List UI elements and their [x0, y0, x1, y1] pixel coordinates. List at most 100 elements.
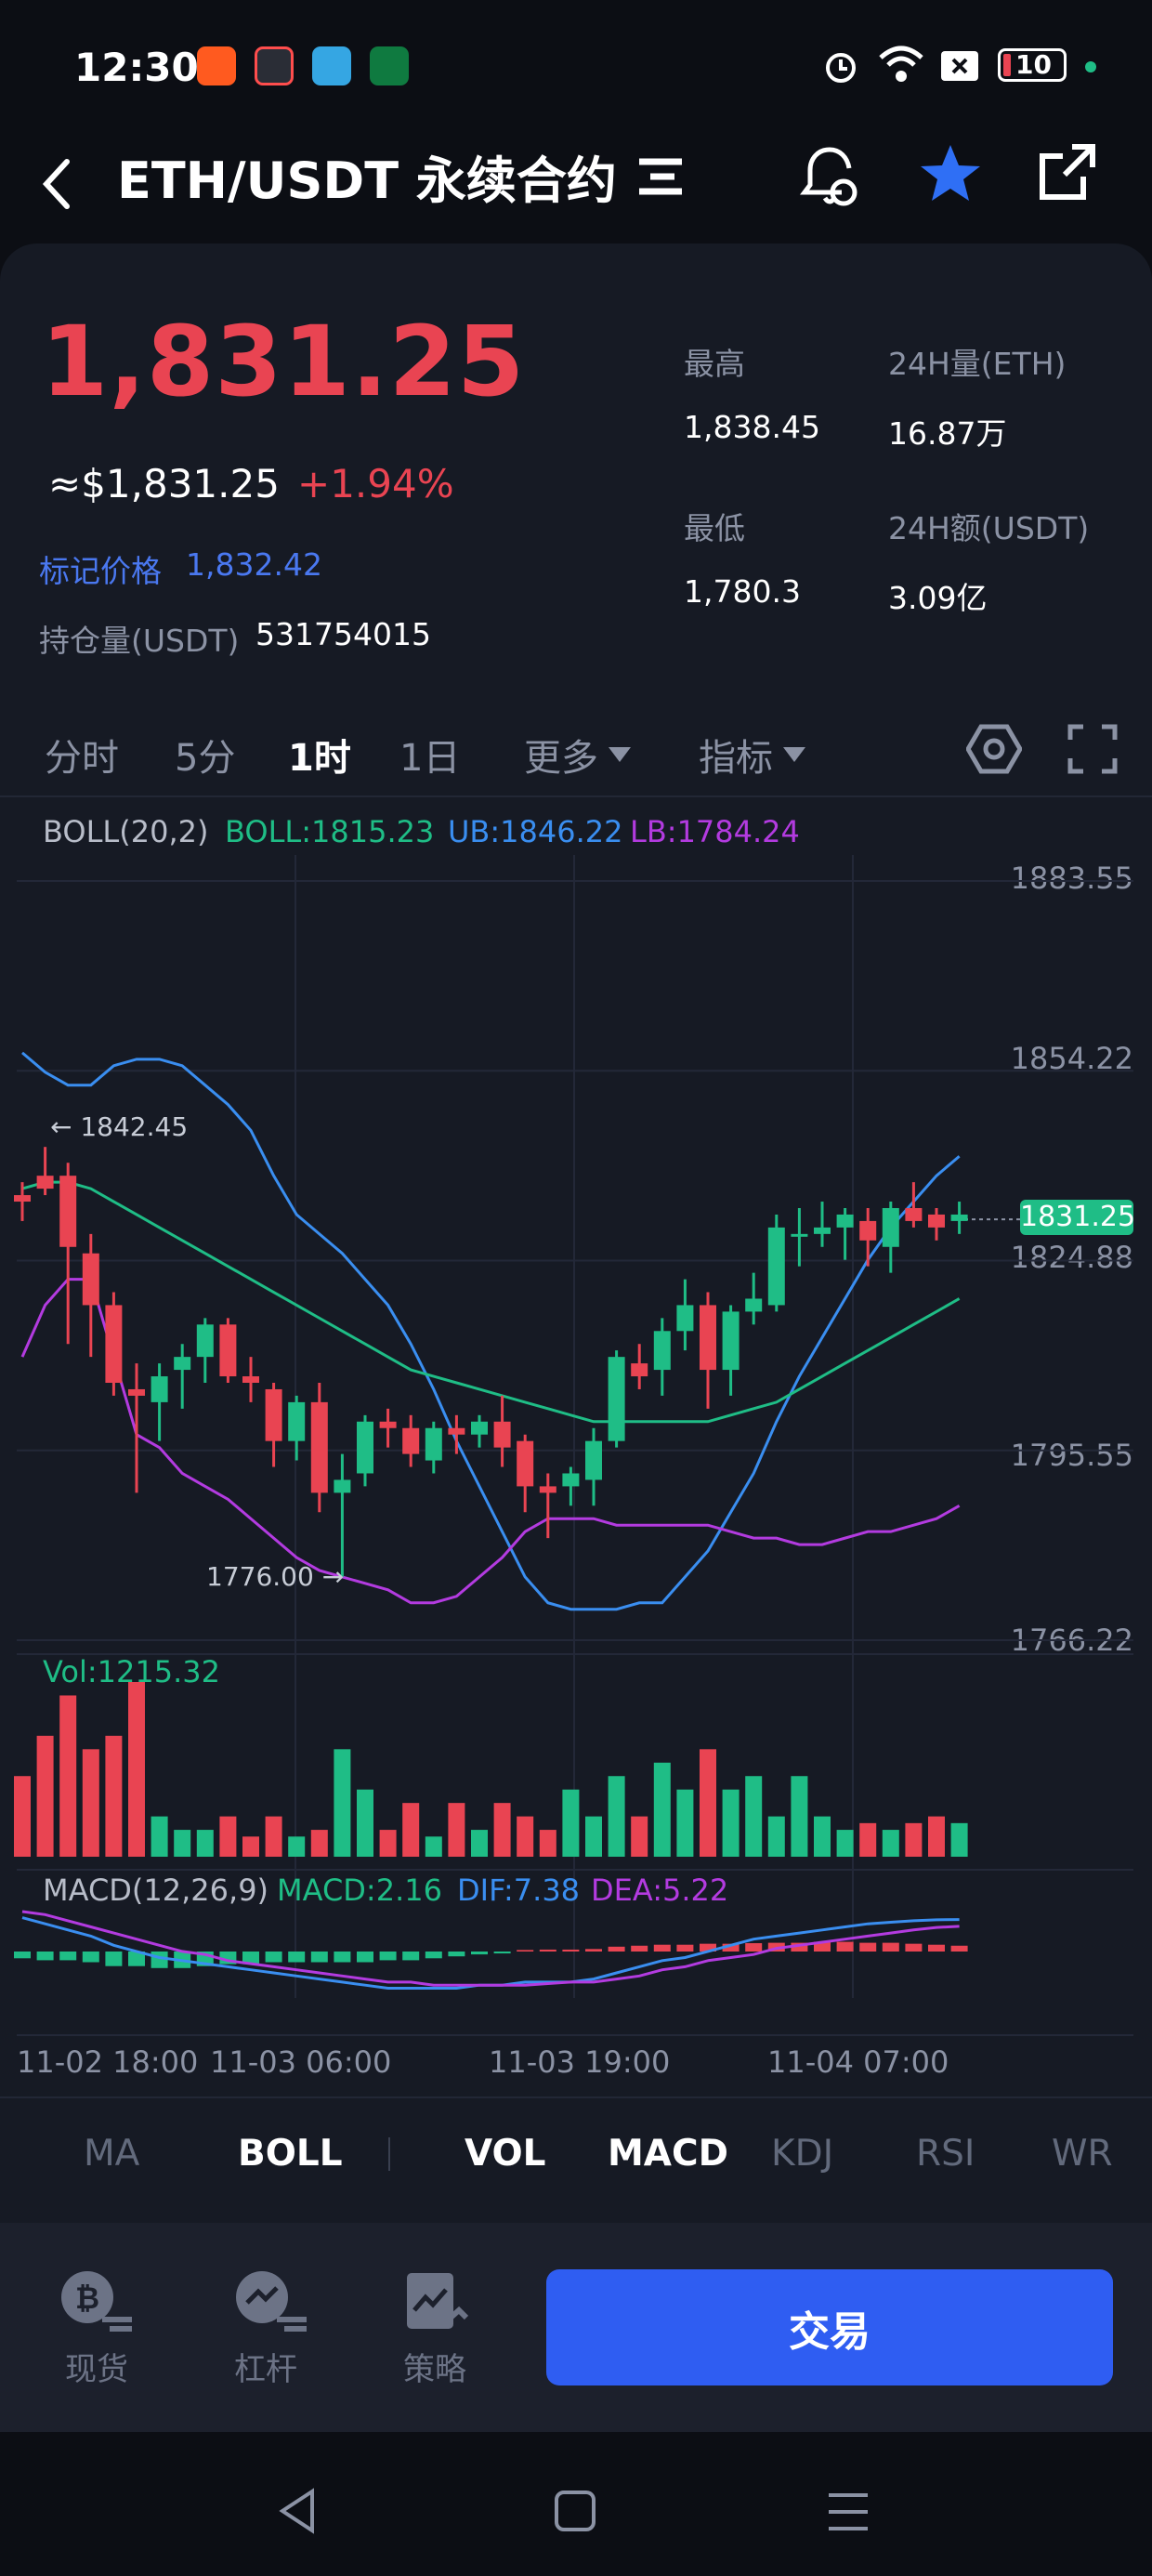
- nav-home-icon[interactable]: [554, 2490, 596, 2532]
- wifi-icon: [879, 46, 923, 82]
- macd-histogram-bar: [700, 1943, 716, 1952]
- candlestick-chart[interactable]: [0, 818, 1152, 2063]
- candle-body: [59, 1176, 77, 1247]
- spot-icon: ₿: [61, 2271, 132, 2332]
- macd-histogram-bar: [493, 1952, 511, 1954]
- indicator-tab-boll[interactable]: BOLL: [238, 2133, 343, 2175]
- caret-down-icon: [609, 747, 631, 762]
- candle-body: [425, 1427, 442, 1461]
- macd-histogram-bar: [608, 1946, 625, 1952]
- low-label: 最低: [684, 510, 745, 546]
- volume-bar: [242, 1836, 259, 1857]
- nav-back-icon[interactable]: [275, 2488, 321, 2534]
- indicator-tab-vol[interactable]: VOL: [465, 2133, 546, 2175]
- telegram-app-icon: [312, 46, 351, 85]
- tab-timeshare[interactable]: 分时: [45, 737, 119, 780]
- macd-histogram-bar: [151, 1952, 168, 1968]
- share-icon[interactable]: [1037, 141, 1098, 203]
- trade-button[interactable]: 交易: [546, 2269, 1113, 2385]
- tab-1day[interactable]: 1日: [399, 737, 461, 780]
- indicator-tab-kdj[interactable]: KDJ: [771, 2133, 834, 2175]
- macd-histogram-bar: [310, 1952, 328, 1963]
- volume-bar: [928, 1816, 945, 1857]
- star-icon[interactable]: [918, 141, 983, 206]
- battery-level: 10: [1015, 49, 1052, 80]
- indicator-tab-wr[interactable]: WR: [1052, 2133, 1113, 2175]
- candle-body: [288, 1401, 306, 1441]
- price-change: +1.94%: [297, 461, 454, 506]
- volume-bar: [379, 1830, 397, 1857]
- macd-histogram-bar: [836, 1941, 854, 1952]
- candle-body: [219, 1324, 237, 1377]
- candle-body: [585, 1440, 602, 1480]
- candle-body: [105, 1305, 123, 1384]
- indicator-tab-macd[interactable]: MACD: [608, 2133, 728, 2175]
- page-title: ETH/USDT 永续合约: [117, 139, 684, 213]
- menu-icon[interactable]: [637, 156, 684, 197]
- divider: [0, 795, 1152, 797]
- boll-lower-value: LB:1784.24: [630, 814, 800, 849]
- macd-histogram-bar: [950, 1945, 968, 1952]
- back-arrow-icon[interactable]: [37, 156, 78, 212]
- margin-label[interactable]: 杠杆: [234, 2351, 297, 2388]
- candle-body: [814, 1227, 831, 1234]
- candle-body: [36, 1176, 54, 1189]
- x-tick-label: 11-03 19:00: [489, 2044, 671, 2080]
- candle-body: [128, 1388, 145, 1396]
- mark-price-label[interactable]: 标记价格: [39, 553, 162, 589]
- volume-bar: [128, 1682, 145, 1857]
- chart-settings-icon[interactable]: [966, 723, 1022, 775]
- price-alert-icon[interactable]: [799, 144, 860, 209]
- volume-bar: [653, 1762, 671, 1857]
- candle-body: [242, 1376, 259, 1384]
- last-price-tag: 1831.25: [1020, 1200, 1136, 1235]
- tab-1hour[interactable]: 1时: [288, 737, 351, 780]
- volume-bar: [767, 1816, 785, 1857]
- tab-5min[interactable]: 5分: [175, 737, 236, 780]
- macd-histogram-bar: [59, 1952, 77, 1961]
- candle-body: [608, 1357, 625, 1441]
- candle-body: [928, 1214, 945, 1228]
- tab-more-label: 更多: [524, 737, 598, 780]
- fullscreen-icon[interactable]: [1067, 723, 1119, 775]
- volume-bar: [425, 1836, 442, 1857]
- amount-24h-value: 3.09亿: [888, 580, 988, 616]
- usd-price: ≈$1,831.25: [48, 461, 280, 506]
- candle-body: [859, 1220, 877, 1241]
- macd-histogram-bar: [425, 1952, 442, 1959]
- tab-more[interactable]: 更多: [524, 728, 632, 782]
- indicator-tab-ma[interactable]: MA: [84, 2133, 140, 2175]
- indicator-tab-rsi[interactable]: RSI: [916, 2133, 975, 2175]
- spot-nav-item[interactable]: ₿: [56, 2269, 139, 2381]
- candle-body: [82, 1253, 99, 1306]
- volume-bar: [82, 1749, 99, 1857]
- volume-bar: [151, 1816, 168, 1857]
- candle-body: [882, 1207, 899, 1247]
- system-nav-bar: [0, 2432, 1152, 2576]
- macd-histogram-bar: [36, 1952, 54, 1961]
- macd-histogram-bar: [722, 1943, 740, 1952]
- strategy-nav-item[interactable]: [401, 2269, 485, 2381]
- strategy-label[interactable]: 策略: [403, 2351, 466, 2388]
- nav-recents-icon[interactable]: [827, 2491, 870, 2532]
- macd-histogram-bar: [242, 1952, 259, 1965]
- volume-bar: [59, 1695, 77, 1857]
- tab-indicators[interactable]: 指标: [699, 728, 806, 782]
- volume-bar: [357, 1789, 373, 1857]
- volume-bar: [745, 1776, 763, 1857]
- video-app-icon: [255, 46, 294, 85]
- tab-indicators-label: 指标: [699, 737, 773, 780]
- candle-body: [265, 1388, 282, 1441]
- y-tick-label: 1824.88: [1010, 1240, 1133, 1275]
- candle-body: [631, 1363, 648, 1377]
- spot-label[interactable]: 现货: [65, 2351, 128, 2388]
- margin-nav-item[interactable]: [230, 2269, 314, 2381]
- macd-histogram-bar: [105, 1952, 123, 1966]
- candle-body: [517, 1440, 534, 1487]
- dea-value: DEA:5.22: [591, 1873, 729, 1908]
- macd-histogram-bar: [14, 1952, 31, 1959]
- macd-histogram-bar: [128, 1952, 145, 1966]
- volume-bar: [105, 1735, 123, 1857]
- volume-bar: [905, 1822, 923, 1857]
- macd-histogram-bar: [859, 1942, 877, 1952]
